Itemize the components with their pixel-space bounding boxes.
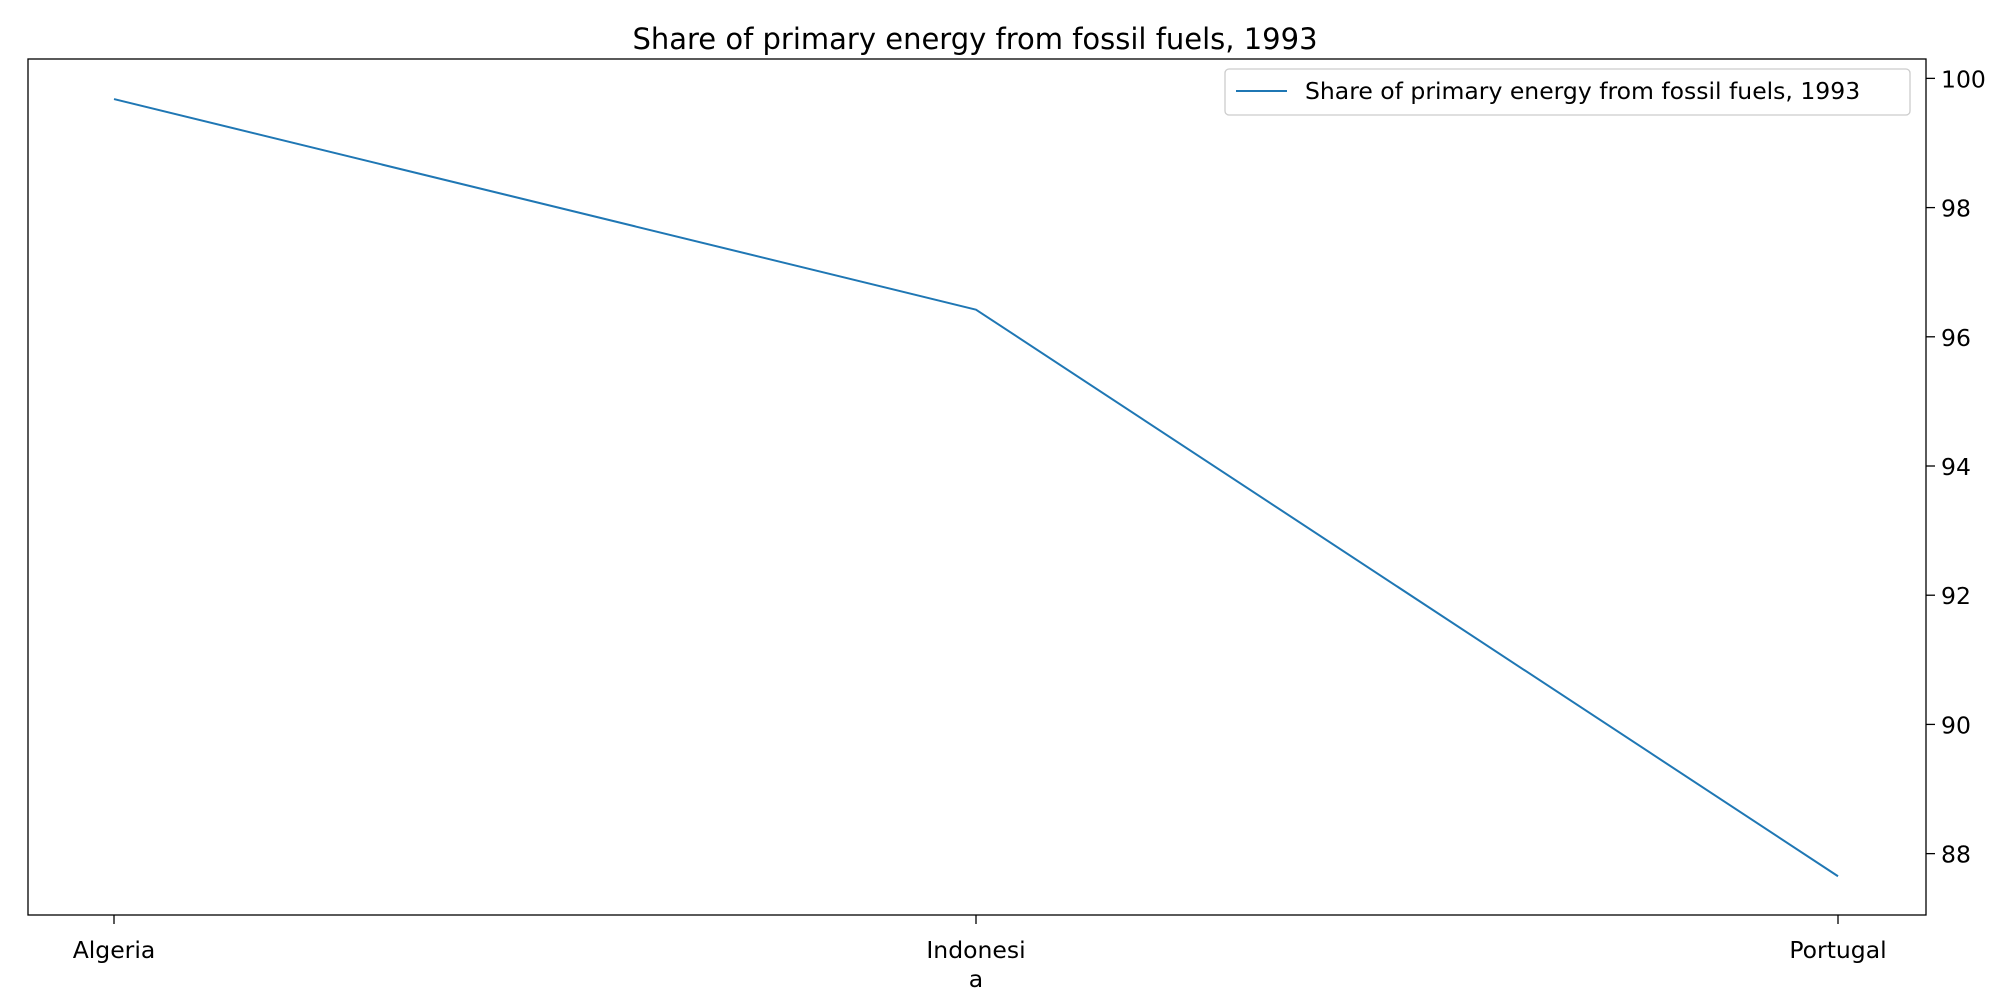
- y-tick-label: 92: [1941, 582, 1971, 610]
- y-tick-label: 96: [1941, 324, 1971, 352]
- x-tick-label: Algeria: [73, 936, 156, 964]
- legend-label: Share of primary energy from fossil fuel…: [1305, 77, 1860, 105]
- y-axis: 88 90 92 94 96 98 100: [1926, 65, 1986, 868]
- plot-background: [28, 59, 1926, 915]
- chart-title: Share of primary energy from fossil fuel…: [632, 22, 1317, 56]
- x-tick-label: a: [969, 965, 983, 993]
- y-tick-label: 98: [1941, 195, 1971, 223]
- legend: Share of primary energy from fossil fuel…: [1225, 69, 1910, 115]
- x-tick-label: Indonesi: [926, 936, 1025, 964]
- y-tick-label: 90: [1941, 711, 1971, 739]
- x-tick-label: Portugal: [1789, 936, 1886, 964]
- y-tick-label: 88: [1941, 841, 1971, 869]
- y-tick-label: 94: [1941, 453, 1971, 481]
- y-tick-label: 100: [1941, 65, 1986, 93]
